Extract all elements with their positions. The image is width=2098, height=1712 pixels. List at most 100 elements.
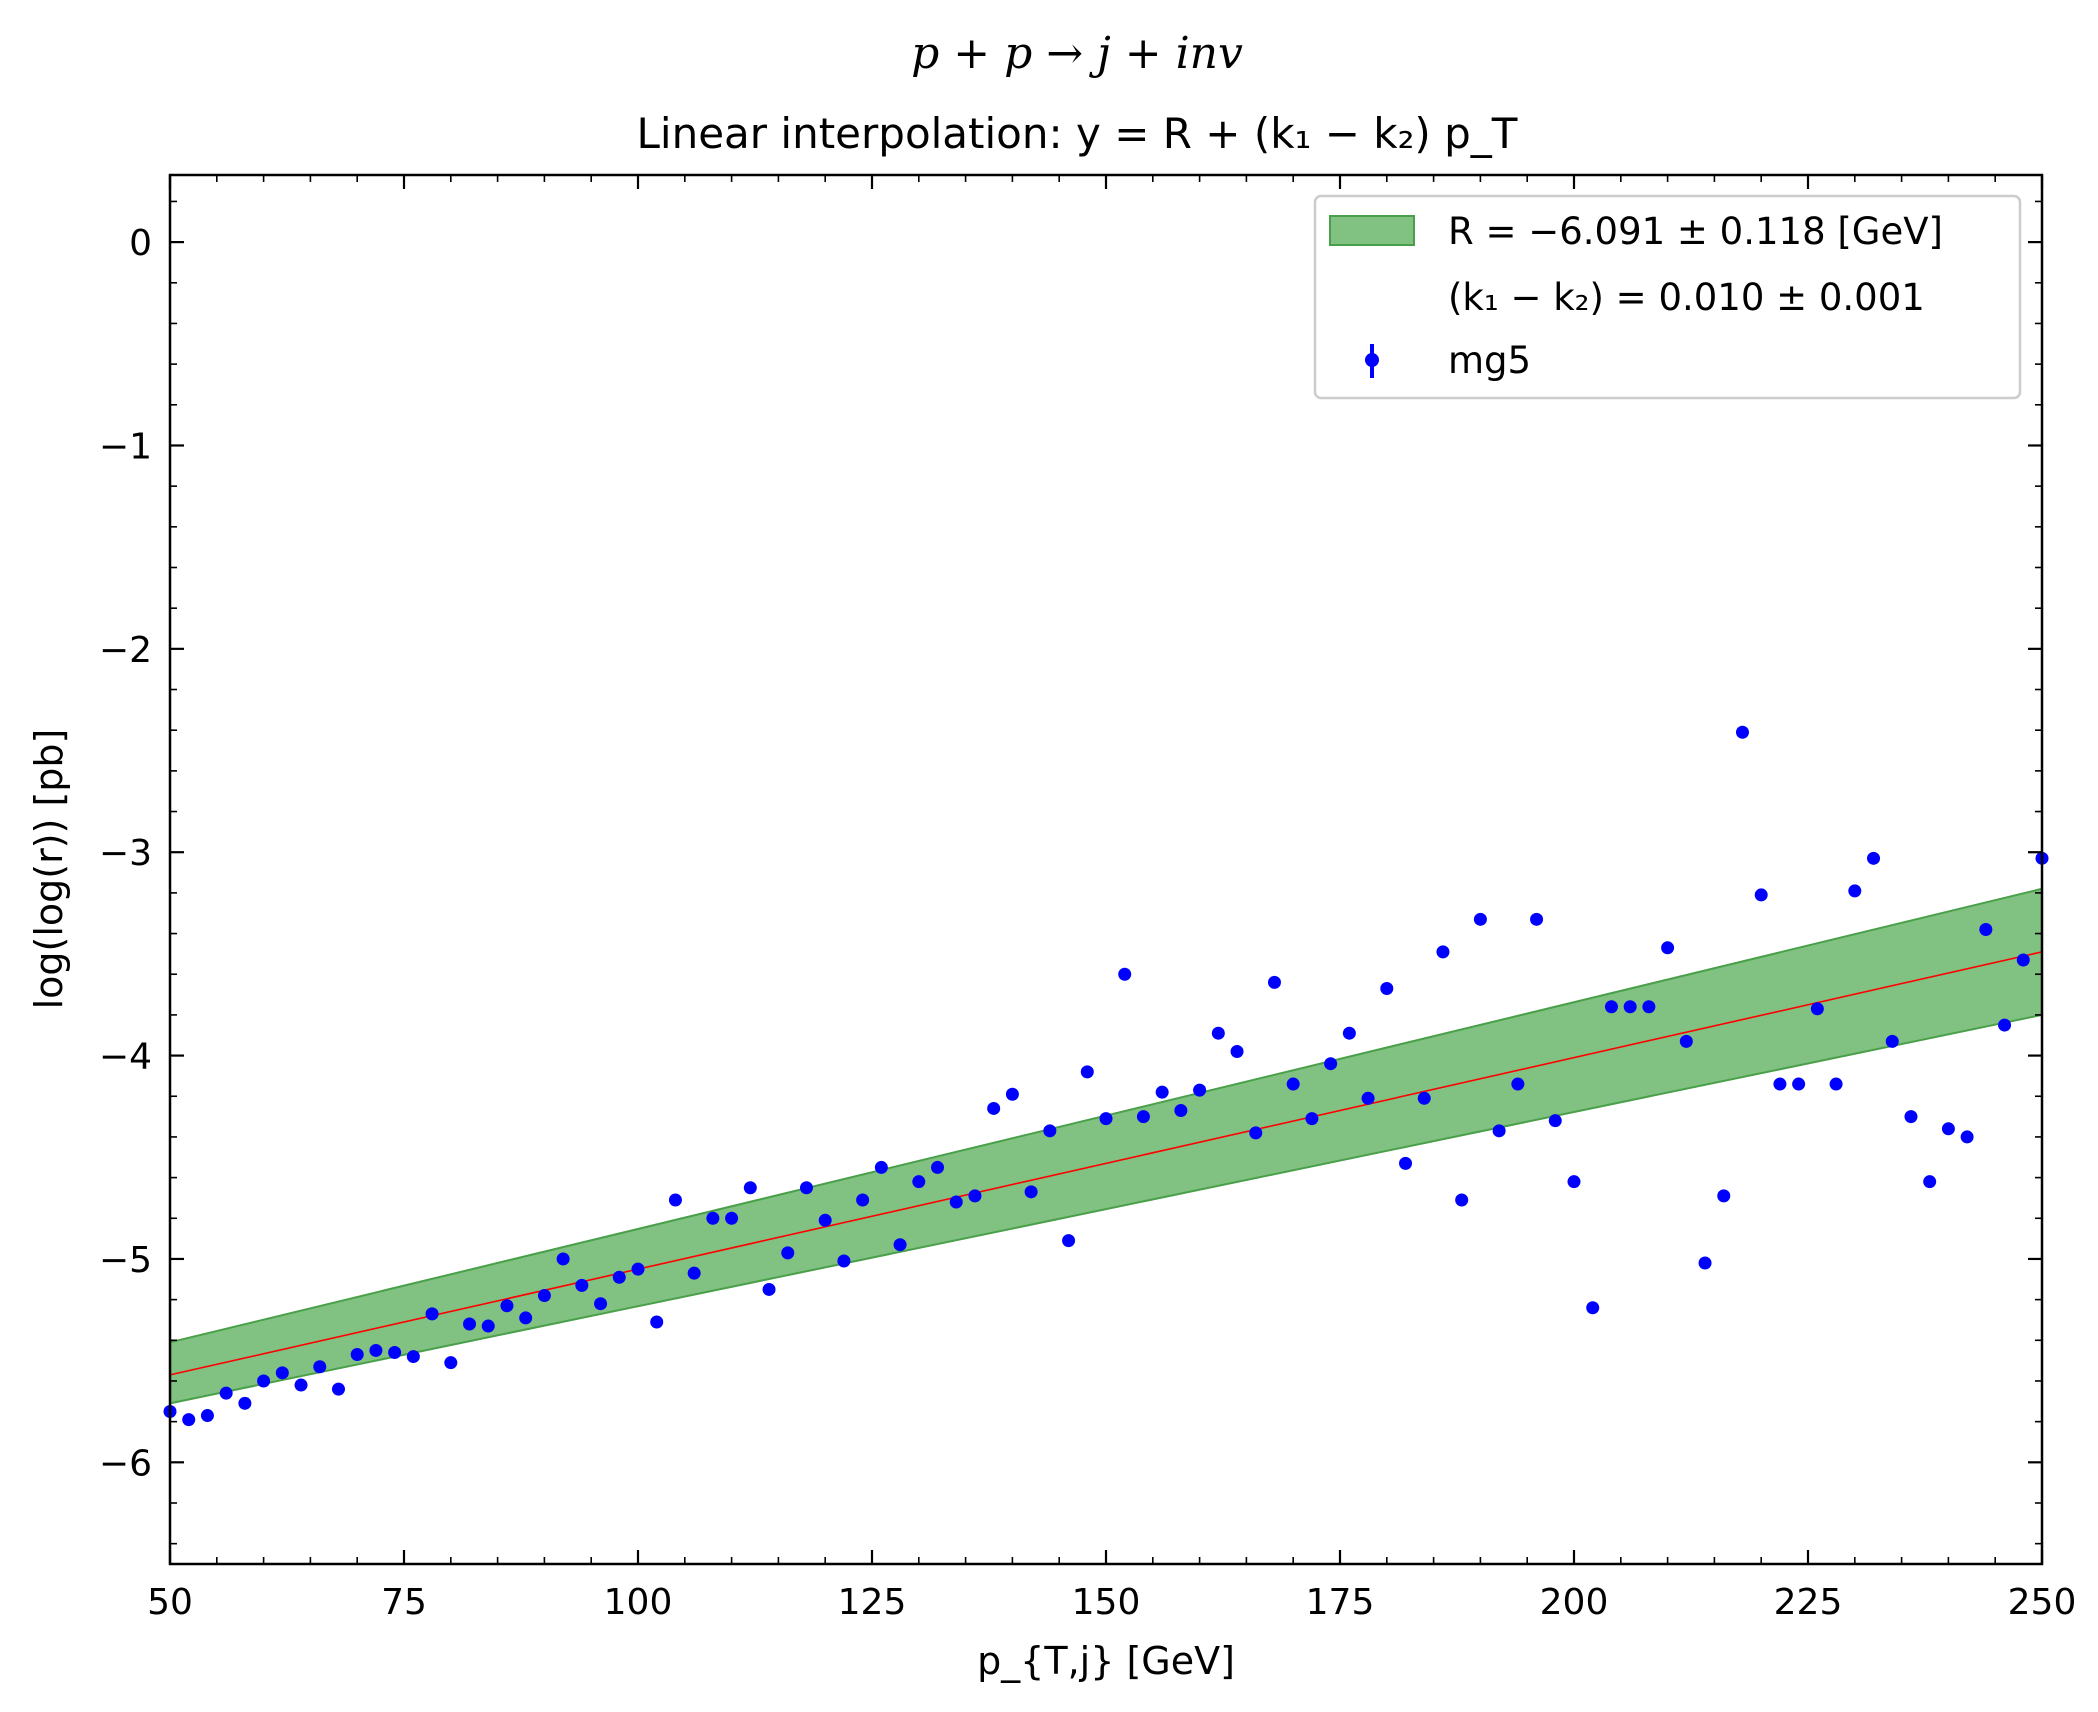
data-point: [1904, 1110, 1918, 1124]
data-point: [1005, 1087, 1019, 1101]
data-point: [1848, 884, 1862, 898]
data-point: [612, 1270, 626, 1284]
fit-line: [169, 951, 2043, 1376]
x-tick-label: 50: [147, 1582, 193, 1623]
y-tick-label: −6: [99, 1443, 152, 1484]
legend-label-band: R = −6.091 ± 0.118 [GeV]: [1448, 210, 1943, 253]
y-tick-label: −5: [99, 1240, 152, 1281]
data-point: [912, 1175, 926, 1189]
data-point: [1717, 1189, 1731, 1203]
data-point: [1941, 1122, 1955, 1136]
data-point: [799, 1181, 813, 1195]
data-point: [519, 1311, 533, 1325]
x-tick-label: 125: [838, 1582, 907, 1623]
data-point: [968, 1189, 982, 1203]
data-point: [1136, 1110, 1150, 1124]
data-point: [1249, 1126, 1263, 1140]
data-point: [1155, 1085, 1169, 1099]
data-point: [575, 1278, 589, 1292]
data-point: [350, 1348, 364, 1362]
data-point: [856, 1193, 870, 1207]
data-point: [1455, 1193, 1469, 1207]
data-point: [1867, 851, 1881, 865]
legend-point-icon: [1365, 353, 1379, 367]
x-tick-label: 175: [1306, 1582, 1375, 1623]
data-point: [500, 1299, 514, 1313]
x-tick-label: 100: [604, 1582, 673, 1623]
data-point: [1698, 1256, 1712, 1270]
data-point: [1530, 912, 1544, 926]
data-point: [1567, 1175, 1581, 1189]
data-point: [313, 1360, 327, 1374]
scatter-points: [163, 725, 2049, 1427]
data-point: [1473, 912, 1487, 926]
data-point: [818, 1213, 832, 1227]
data-point: [781, 1246, 795, 1260]
data-point: [725, 1211, 739, 1225]
data-point: [294, 1378, 308, 1392]
data-point: [1399, 1156, 1413, 1170]
data-point: [1792, 1077, 1806, 1091]
data-point: [1174, 1103, 1188, 1117]
data-point: [1193, 1083, 1207, 1097]
data-point: [2016, 953, 2030, 967]
data-point: [1998, 1018, 2012, 1032]
data-point: [706, 1211, 720, 1225]
data-point: [874, 1160, 888, 1174]
data-point: [556, 1252, 570, 1266]
data-point: [1623, 1000, 1637, 1014]
data-point: [1586, 1301, 1600, 1315]
legend-band-swatch: [1329, 215, 1415, 246]
data-point: [1923, 1175, 1937, 1189]
data-point: [1829, 1077, 1843, 1091]
data-point: [1604, 1000, 1618, 1014]
data-point: [1043, 1124, 1057, 1138]
data-point: [743, 1181, 757, 1195]
y-axis-label: log(log(r)) [pb]: [27, 729, 71, 1010]
data-point: [631, 1262, 645, 1276]
data-point: [1960, 1130, 1974, 1144]
data-point: [1661, 941, 1675, 955]
data-point: [331, 1382, 345, 1396]
data-point: [369, 1343, 383, 1357]
data-point: [1062, 1234, 1076, 1248]
x-axis-label: p_{T,j} [GeV]: [977, 1639, 1235, 1683]
data-point: [1324, 1057, 1338, 1071]
x-tick-labels: 50 75 100 125 150 175 200 225 250: [147, 1582, 2076, 1623]
y-tick-label: −4: [99, 1037, 152, 1078]
data-point: [1642, 1000, 1656, 1014]
data-point: [238, 1396, 252, 1410]
data-point: [1548, 1114, 1562, 1128]
data-point: [594, 1297, 608, 1311]
y-tick-label: −1: [99, 426, 152, 467]
data-point: [1979, 922, 1993, 936]
data-point: [1305, 1112, 1319, 1126]
y-tick-label: −2: [99, 630, 152, 671]
data-point: [949, 1195, 963, 1209]
fit-band: [169, 887, 2043, 1405]
fit-line-layer: [169, 951, 2043, 1376]
legend-box: [1313, 194, 2022, 400]
x-tick-label: 75: [381, 1582, 427, 1623]
data-point: [893, 1238, 907, 1252]
data-point: [182, 1413, 196, 1427]
data-point: [444, 1356, 458, 1370]
data-point: [668, 1193, 682, 1207]
y-tick-label: 0: [129, 223, 152, 264]
legend: R = −6.091 ± 0.118 [GeV] (k₁ − k₂) = 0.0…: [1313, 194, 2022, 400]
data-point: [1024, 1185, 1038, 1199]
data-point: [1810, 1002, 1824, 1016]
data-point: [1211, 1026, 1225, 1040]
data-point: [275, 1366, 289, 1380]
chart-subtitle: Linear interpolation: y = R + (k₁ − k₂) …: [637, 109, 1518, 158]
data-point: [1511, 1077, 1525, 1091]
data-point: [1735, 725, 1749, 739]
x-tick-label: 200: [1540, 1582, 1609, 1623]
data-point: [1436, 945, 1450, 959]
data-point: [406, 1350, 420, 1364]
legend-label-mg5: mg5: [1448, 339, 1531, 382]
data-point: [1080, 1065, 1094, 1079]
data-point: [1380, 981, 1394, 995]
data-point: [481, 1319, 495, 1333]
